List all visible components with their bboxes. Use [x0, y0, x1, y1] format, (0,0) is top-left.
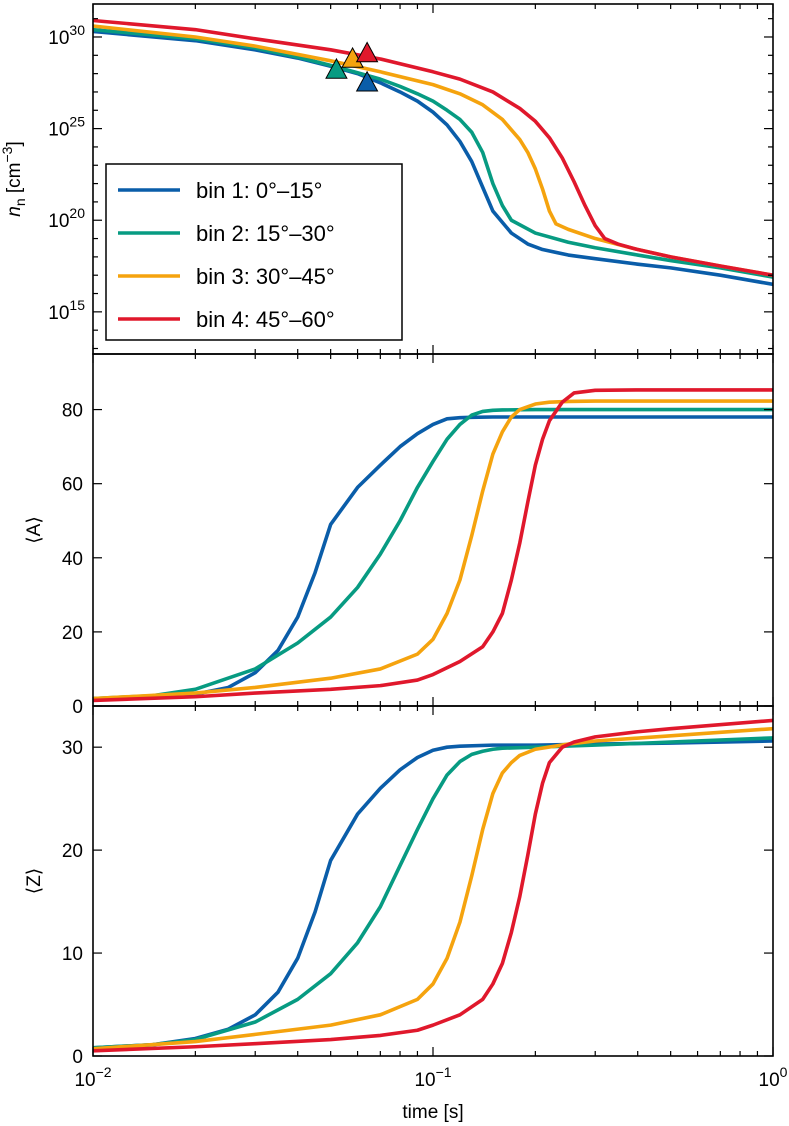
y-axis-label-nn: nn [cm−3]: [0, 141, 28, 217]
y-tick-label: 20: [62, 841, 83, 862]
legend-box: [105, 163, 403, 341]
y-tick-label: 1020: [48, 205, 85, 232]
series-line-A-bin-4: [93, 388, 773, 703]
marker-triangle-bin-4: [355, 41, 379, 63]
y-tick-label: 30: [62, 738, 83, 759]
series-line-nn-bin-2: [93, 27, 773, 279]
y-tick-label: 20: [62, 623, 83, 644]
x-tick-label: 10−1: [414, 1064, 451, 1091]
panel-frame-A: [92, 353, 774, 707]
panel-nn: 1015 1020 1025 1030 nn [cm−3]: [0, 3, 774, 355]
legend-label-bin-1: bin 1: 0°–15°: [196, 178, 322, 203]
series-group: [93, 388, 773, 703]
marker-triangle-bin-3: [341, 46, 364, 68]
marker-triangle-bin-1: [355, 70, 379, 92]
y-tick-label: 0: [72, 697, 83, 718]
y-tick-label: 80: [62, 401, 83, 422]
y-axis-label-Z: ⟨Z⟩: [24, 868, 45, 894]
legend-label-bin-3: bin 3: 30°–45°: [196, 264, 335, 289]
y-tick-label: 1015: [48, 297, 85, 324]
panel-Z: 0 10 20 30 ⟨Z⟩: [24, 705, 774, 1068]
x-ticks-nn: [92, 4, 774, 354]
y-tick-label: 60: [62, 475, 83, 496]
series-line-Z-bin-1: [93, 739, 773, 1050]
x-axis-label: time [s]: [402, 1102, 463, 1123]
x-ticks-A: [92, 354, 774, 706]
marker-triangle-bin-2: [325, 57, 348, 79]
series-line-A-bin-1: [93, 415, 773, 701]
y-ticks-Z: 0 10 20 30: [62, 738, 773, 1068]
panel-A: 0 20 40 60 80 ⟨A⟩: [24, 353, 774, 718]
series-line-A-bin-3: [93, 399, 773, 701]
y-axis-label-A: ⟨A⟩: [24, 516, 45, 544]
x-tick-label: 100: [759, 1064, 788, 1091]
y-tick-label: 1025: [48, 114, 85, 141]
y-ticks-A: 0 20 40 60 80: [62, 401, 773, 718]
y-tick-label: 10: [62, 944, 83, 965]
series-line-Z-bin-3: [93, 726, 773, 1051]
legend-label-bin-2: bin 2: 15°–30°: [196, 221, 335, 246]
series-line-A-bin-2: [93, 407, 773, 701]
series-group: [93, 718, 773, 1053]
panel-frame-Z: [92, 705, 774, 1057]
y-tick-label: 40: [62, 549, 83, 570]
x-tick-label: 10−2: [74, 1064, 111, 1091]
x-tick-labels: 10−2 10−1 100: [74, 1064, 787, 1091]
x-ticks-Z: [92, 706, 774, 1056]
series-line-Z-bin-2: [93, 736, 773, 1050]
legend-label-bin-4: bin 4: 45°–60°: [196, 307, 335, 332]
series-line-nn-bin-4: [93, 18, 773, 277]
y-ticks-nn: 1015 1020 1025 1030: [48, 18, 773, 350]
y-tick-label: 0: [72, 1047, 83, 1068]
series-line-Z-bin-4: [93, 718, 773, 1053]
legend: bin 1: 0°–15° bin 2: 15°–30° bin 3: 30°–45…: [105, 163, 403, 341]
y-tick-label: 1030: [48, 22, 85, 49]
